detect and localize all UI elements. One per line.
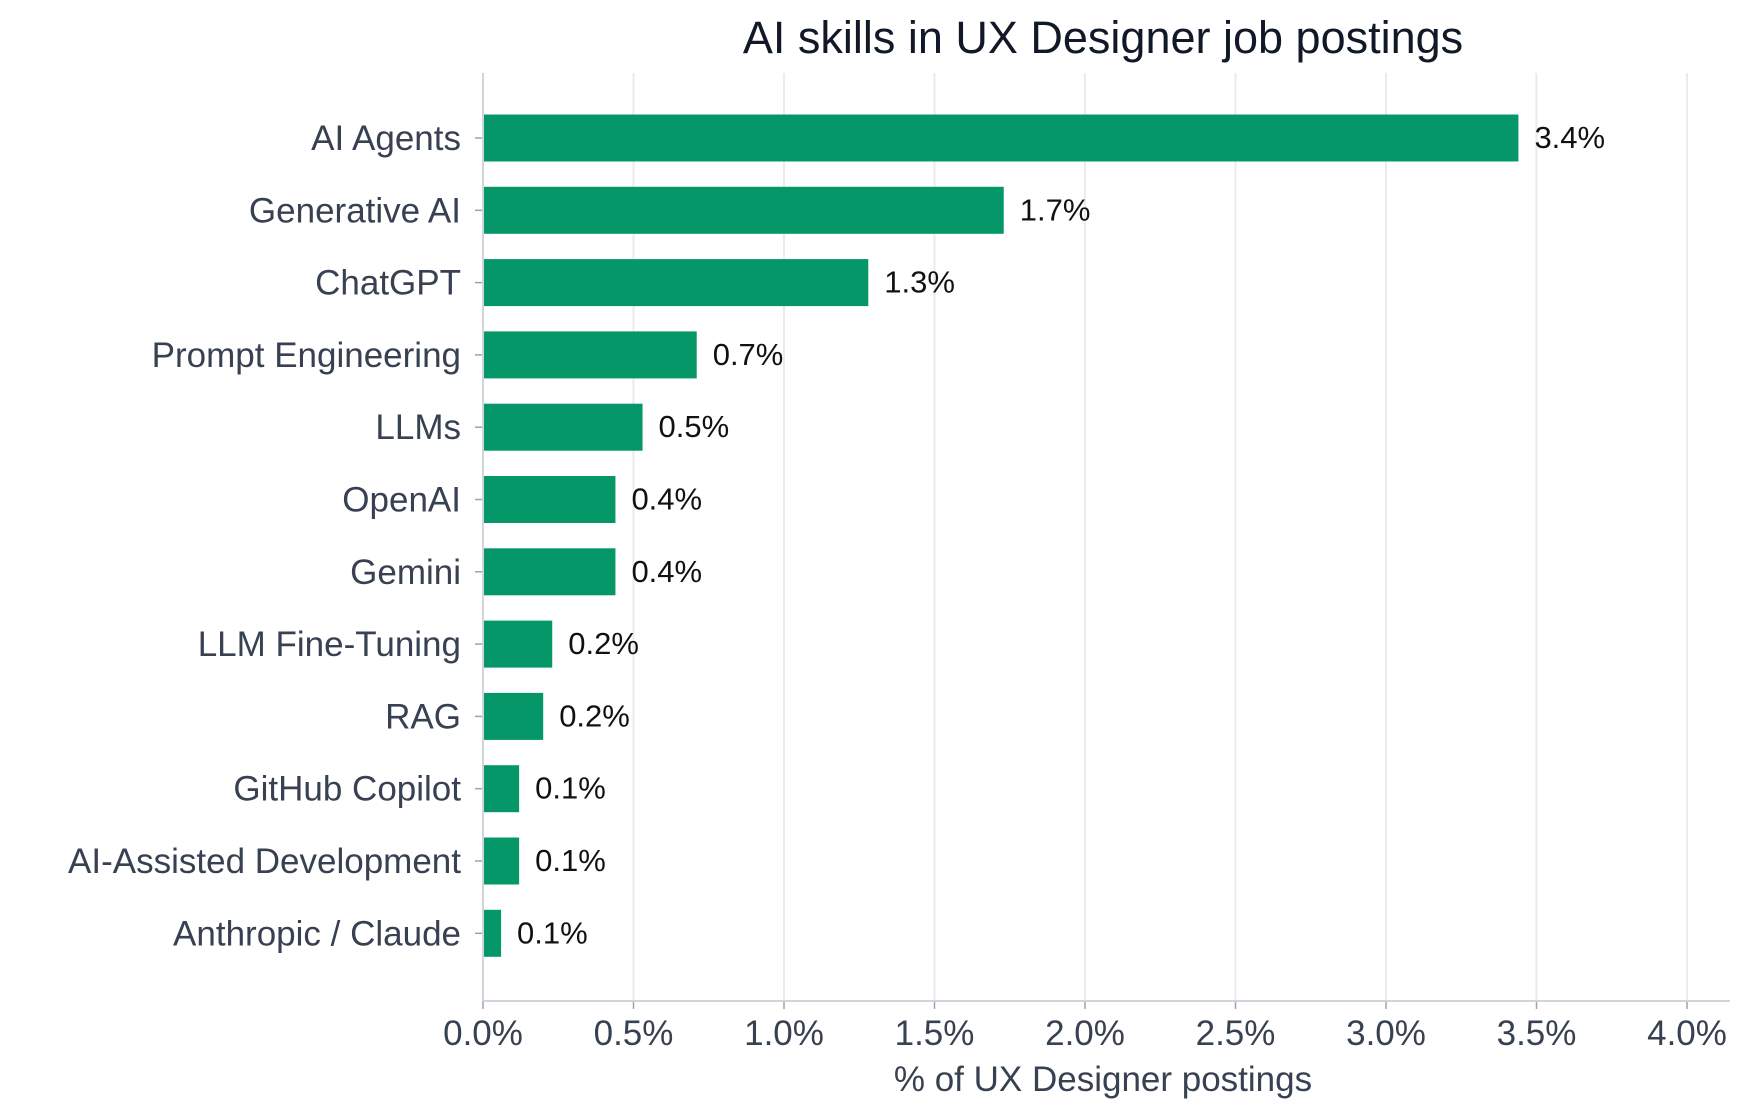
data-label: 0.1% (535, 843, 606, 878)
x-tick-label: 2.0% (1045, 1014, 1125, 1053)
x-tick-label: 0.0% (443, 1014, 523, 1053)
category-label: LLMs (375, 408, 461, 447)
bar (483, 909, 502, 957)
category-label: Generative AI (249, 191, 461, 230)
bar (483, 765, 520, 813)
x-tick-label: 1.0% (744, 1014, 824, 1053)
category-label: RAG (385, 697, 461, 736)
data-label: 0.4% (631, 554, 702, 589)
category-label: Anthropic / Claude (173, 914, 461, 953)
data-label: 1.3% (884, 265, 955, 300)
bar (483, 476, 616, 523)
category-label: Gemini (350, 553, 461, 592)
bar (483, 114, 1519, 162)
data-label: 0.2% (559, 698, 630, 733)
bar (483, 403, 643, 451)
category-label: GitHub Copilot (233, 770, 461, 809)
data-label: 0.1% (535, 771, 606, 806)
x-tick-label: 2.5% (1196, 1014, 1276, 1053)
category-label: AI Agents (311, 119, 461, 158)
axis-layer: 0.0% 0.5% 1.0% 1.5% 2.0% 2.5% 3.0% 3.5% 4.0% (443, 73, 1730, 1053)
data-label: 0.7% (713, 337, 784, 372)
x-tick-label: 3.5% (1497, 1014, 1577, 1053)
category-label: ChatGPT (315, 264, 461, 303)
data-label: 0.1% (517, 915, 588, 950)
bar (483, 837, 520, 885)
category-label: AI-Assisted Development (68, 842, 461, 881)
bar (483, 548, 616, 596)
x-tick-label: 4.0% (1647, 1014, 1727, 1053)
chart-title: AI skills in UX Designer job postings (743, 12, 1463, 63)
bar (483, 620, 553, 668)
bar (483, 259, 869, 307)
category-label: Prompt Engineering (152, 336, 461, 375)
bar (483, 186, 1004, 234)
data-label: 3.4% (1534, 120, 1605, 155)
bar (483, 331, 697, 379)
data-label: 1.7% (1020, 192, 1091, 227)
x-axis-label: % of UX Designer postings (894, 1060, 1312, 1099)
x-tick-label: 0.5% (594, 1014, 674, 1053)
category-label: LLM Fine-Tuning (198, 625, 461, 664)
bars-layer (483, 114, 1519, 957)
data-label: 0.4% (631, 482, 702, 517)
data-label: 0.2% (568, 626, 639, 661)
x-tick-label: 1.5% (895, 1014, 975, 1053)
category-label: OpenAI (342, 481, 461, 520)
labels-layer: AI Agents 3.4% Generative AI 1.7% ChatGPT 1.3… (68, 119, 1605, 953)
data-label: 0.5% (659, 409, 730, 444)
bar (483, 692, 544, 740)
x-tick-label: 3.0% (1346, 1014, 1426, 1053)
